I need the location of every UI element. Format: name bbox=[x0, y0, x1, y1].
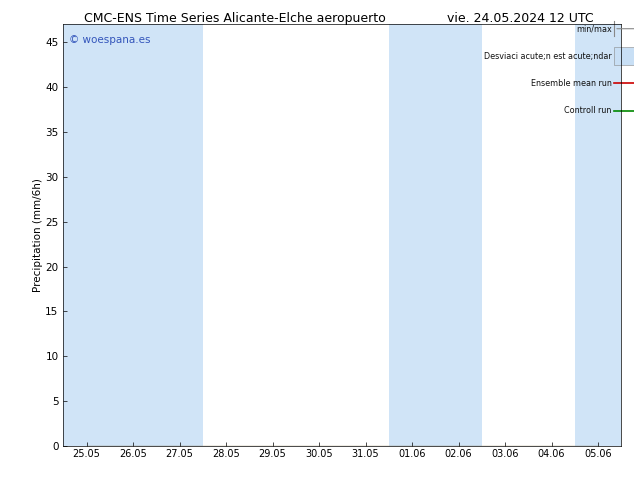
Text: Ensemble mean run: Ensemble mean run bbox=[531, 79, 612, 88]
Bar bbox=[575, 24, 621, 446]
Text: vie. 24.05.2024 12 UTC: vie. 24.05.2024 12 UTC bbox=[446, 12, 593, 25]
Bar bbox=[614, 47, 634, 65]
Text: Controll run: Controll run bbox=[564, 106, 612, 115]
Y-axis label: Precipitation (mm/6h): Precipitation (mm/6h) bbox=[32, 178, 42, 292]
Text: Desviaci acute;n est acute;ndar: Desviaci acute;n est acute;ndar bbox=[484, 51, 612, 61]
Text: CMC-ENS Time Series Alicante-Elche aeropuerto: CMC-ENS Time Series Alicante-Elche aerop… bbox=[84, 12, 385, 25]
Bar bbox=[157, 24, 203, 446]
Bar bbox=[63, 24, 110, 446]
Bar bbox=[110, 24, 157, 446]
Text: min/max: min/max bbox=[576, 24, 612, 33]
Bar bbox=[389, 24, 436, 446]
Text: © woespana.es: © woespana.es bbox=[69, 35, 150, 45]
Bar bbox=[436, 24, 482, 446]
